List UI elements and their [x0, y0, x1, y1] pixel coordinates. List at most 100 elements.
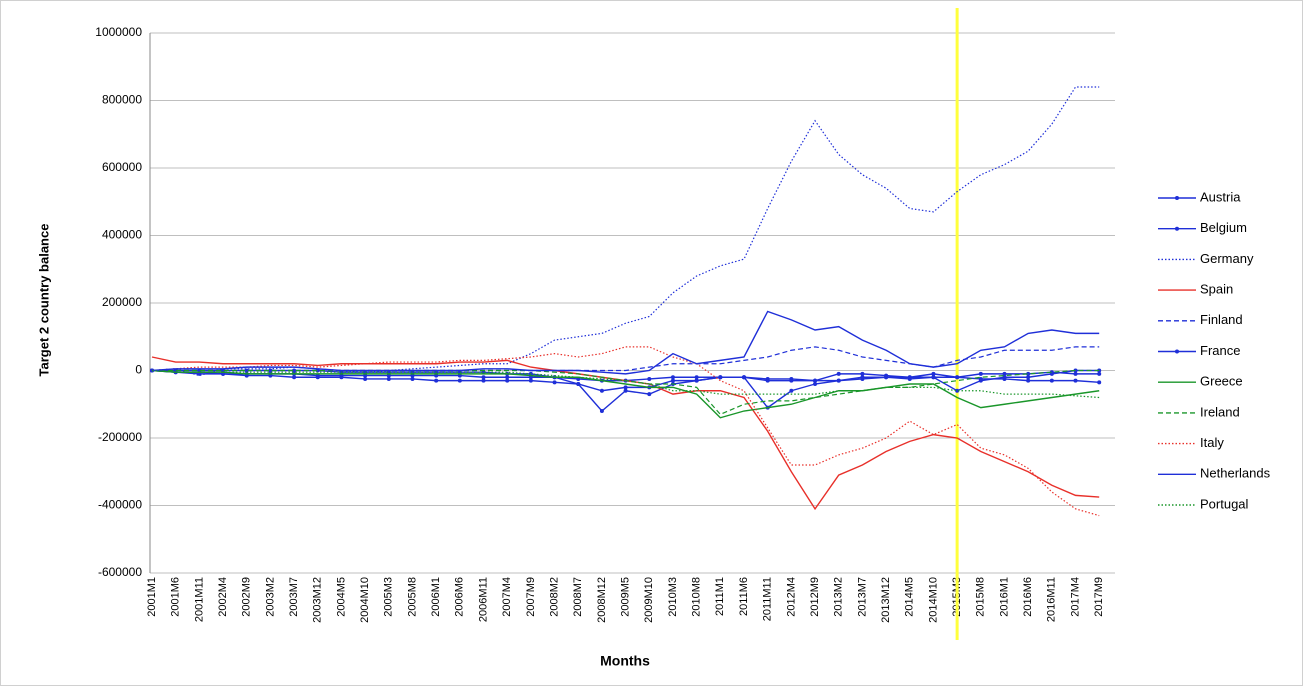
series-marker — [670, 378, 675, 383]
x-tick-label: 2009M10 — [643, 577, 655, 623]
x-tick-label: 2006M1 — [430, 577, 442, 617]
legend-label: Netherlands — [1200, 466, 1271, 481]
series-marker — [1026, 375, 1031, 380]
series-marker — [978, 371, 983, 376]
series-marker — [1097, 371, 1102, 376]
x-tick-label: 2011M1 — [714, 577, 726, 616]
x-tick-label: 2013M7 — [856, 577, 868, 617]
y-axis-title: Target 2 country balance — [36, 224, 51, 377]
series-marker — [244, 368, 249, 373]
x-tick-label: 2007M9 — [525, 577, 537, 617]
y-tick-label: 800000 — [102, 93, 142, 107]
series-marker — [1002, 371, 1007, 376]
series-marker — [599, 409, 604, 413]
series-marker — [339, 375, 344, 380]
series-marker — [1026, 378, 1031, 383]
x-tick-label: 2017M9 — [1093, 577, 1105, 617]
series-marker — [1002, 375, 1007, 380]
x-tick-label: 2014M5 — [904, 577, 916, 617]
x-tick-label: 2004M10 — [359, 577, 371, 623]
y-tick-label: -200000 — [98, 430, 142, 444]
series-marker — [978, 378, 983, 383]
x-tick-label: 2003M7 — [288, 577, 300, 617]
series-line — [151, 346, 1100, 517]
y-tick-label: 400000 — [102, 228, 142, 242]
series-marker — [623, 388, 628, 393]
x-tick-label: 2004M5 — [335, 577, 347, 617]
series-marker — [599, 388, 604, 393]
series-marker — [1049, 371, 1054, 376]
legend-label: Portugal — [1200, 496, 1249, 511]
series-marker — [623, 385, 628, 390]
series-marker — [315, 375, 320, 380]
series-marker — [457, 378, 462, 383]
legend-label: Austria — [1200, 189, 1241, 204]
x-tick-label: 2006M11 — [477, 577, 489, 622]
x-tick-label: 2001M6 — [170, 577, 182, 617]
series-marker — [434, 378, 439, 383]
y-tick-label: 600000 — [102, 160, 142, 174]
legend-label: Belgium — [1200, 220, 1247, 235]
x-tick-label: 2002M9 — [241, 577, 253, 617]
x-tick-label: 2012M4 — [785, 577, 797, 617]
y-tick-label: 1000000 — [95, 25, 142, 39]
series-marker — [268, 368, 273, 373]
series-marker — [907, 375, 912, 380]
series-marker — [694, 378, 699, 383]
series-marker — [1073, 378, 1078, 383]
x-tick-label: 2011M6 — [738, 577, 750, 616]
x-tick-label: 2014M10 — [927, 577, 939, 623]
legend-label: Italy — [1200, 435, 1224, 450]
series-marker — [292, 375, 297, 380]
series-marker — [670, 375, 675, 380]
series-marker — [836, 378, 841, 383]
series-marker — [718, 375, 723, 380]
legend-label: Greece — [1200, 374, 1243, 389]
x-tick-label: 2003M12 — [312, 577, 324, 623]
x-tick-label: 2013M12 — [880, 577, 892, 623]
x-tick-label: 2015M8 — [975, 577, 987, 617]
x-tick-label: 2008M2 — [548, 577, 560, 617]
series-marker — [931, 371, 936, 376]
x-tick-label: 2001M11 — [193, 577, 205, 622]
x-tick-label: 2008M12 — [596, 577, 608, 623]
x-tick-label: 2005M8 — [406, 577, 418, 617]
x-tick-label: 2009M5 — [620, 577, 632, 617]
series-marker — [647, 376, 652, 381]
series-marker — [789, 378, 794, 383]
legend-label: Ireland — [1200, 404, 1240, 419]
legend-marker — [1175, 196, 1179, 200]
series-marker — [1073, 371, 1078, 376]
x-tick-label: 2010M8 — [691, 577, 703, 617]
series-marker — [1073, 368, 1078, 373]
series-marker — [410, 376, 415, 381]
series-marker — [1097, 380, 1102, 385]
series-marker — [1049, 378, 1054, 383]
legend-marker — [1175, 226, 1179, 231]
x-tick-label: 2006M6 — [454, 577, 466, 617]
series-marker — [386, 376, 391, 381]
series-marker — [931, 375, 936, 380]
series-marker — [363, 376, 368, 381]
x-tick-label: 2003M2 — [264, 577, 276, 617]
series-marker — [813, 382, 818, 386]
x-tick-label: 2013M2 — [833, 577, 845, 617]
x-tick-label: 2012M9 — [809, 577, 821, 617]
x-tick-label: 2017M4 — [1069, 577, 1081, 617]
x-tick-label: 2007M4 — [501, 577, 513, 617]
series-line — [152, 346, 1100, 372]
series-marker — [955, 375, 960, 380]
y-tick-label: 200000 — [102, 295, 142, 309]
series-marker — [694, 375, 699, 380]
series-marker — [813, 378, 818, 383]
series-line — [151, 369, 1100, 399]
series-marker — [860, 371, 865, 376]
series-marker — [505, 375, 510, 380]
legend-label: Spain — [1200, 282, 1233, 297]
x-tick-label: 2011M11 — [762, 577, 774, 621]
series-marker — [884, 373, 889, 378]
legend-label: Finland — [1200, 312, 1243, 327]
series-marker — [955, 388, 960, 393]
series-marker — [481, 378, 486, 383]
